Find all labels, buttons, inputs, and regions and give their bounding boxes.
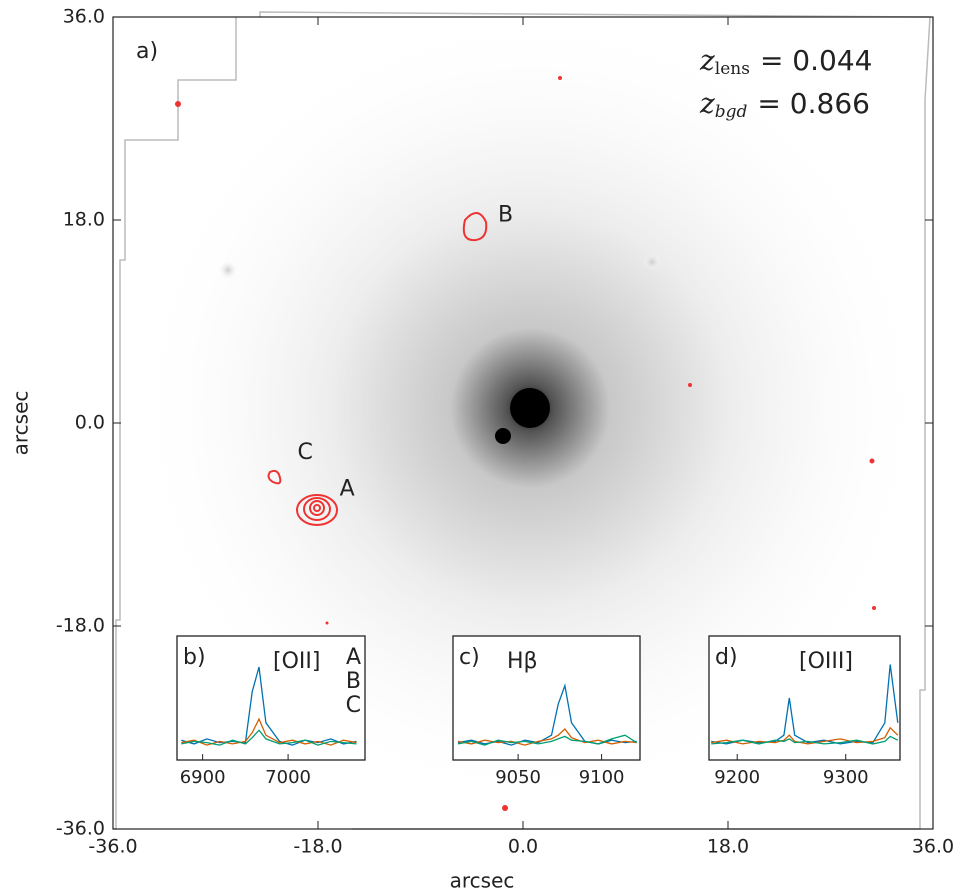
spectrum-line [181, 729, 357, 746]
x-tick-label: 9300 [823, 767, 869, 788]
redshift-label: zlens = 0.044 [699, 44, 872, 79]
panel-label: c) [459, 645, 480, 670]
x-tick-label: 36.0 [912, 836, 954, 858]
star [643, 253, 661, 271]
star [218, 260, 238, 280]
x-tick-label: 0.0 [508, 836, 538, 858]
legend-label: B [346, 669, 361, 694]
redshift-symbol: z [699, 87, 715, 120]
y-tick-label: -36.0 [56, 818, 105, 840]
x-tick-label: 7000 [265, 767, 311, 788]
contours [267, 212, 488, 526]
y-tick-label: 0.0 [75, 412, 105, 434]
line-label: [OIII] [799, 649, 853, 674]
x-tick-label: -36.0 [88, 836, 137, 858]
inset-background [708, 635, 901, 761]
redshift-symbol: z [699, 44, 715, 77]
noise-dots [175, 76, 876, 811]
legend-label: C [346, 693, 361, 718]
x-tick-label: 9050 [495, 767, 541, 788]
panel-label: b) [183, 645, 206, 670]
panel-label: a) [136, 39, 158, 64]
spectrum-line [711, 735, 899, 745]
redshift-value: = 0.044 [760, 44, 873, 77]
x-tick-label: 18.0 [707, 836, 749, 858]
redshift-label: zbgd = 0.866 [699, 87, 870, 122]
line-label: [OII] [273, 649, 320, 674]
footprint [259, 11, 931, 830]
x-tick-label: -18.0 [293, 836, 342, 858]
galaxy-core [510, 388, 550, 428]
y-tick-label: -18.0 [56, 615, 105, 637]
y-axis-label: arcsec [9, 391, 33, 456]
y-tick-label: 18.0 [63, 209, 105, 231]
x-axis-label: arcsec [450, 869, 515, 893]
x-tick-label: 9200 [714, 767, 760, 788]
panel-label: d) [715, 645, 738, 670]
x-tick-label: 6900 [180, 767, 226, 788]
companion [495, 428, 511, 444]
redshift-subscript: bgd [715, 102, 748, 122]
x-tick-label: 9100 [579, 767, 625, 788]
redshift-subscript: lens [715, 59, 750, 79]
legend-label: A [346, 645, 361, 670]
line-label: Hβ [507, 649, 538, 674]
source-label: A [340, 477, 355, 502]
redshift-value: = 0.866 [757, 87, 870, 120]
source-label: C [298, 440, 313, 465]
source-label: B [498, 202, 513, 227]
spectrum-line [181, 666, 357, 746]
spectrum-line [457, 734, 638, 746]
y-tick-label: 36.0 [63, 6, 105, 28]
footprint [113, 17, 237, 830]
